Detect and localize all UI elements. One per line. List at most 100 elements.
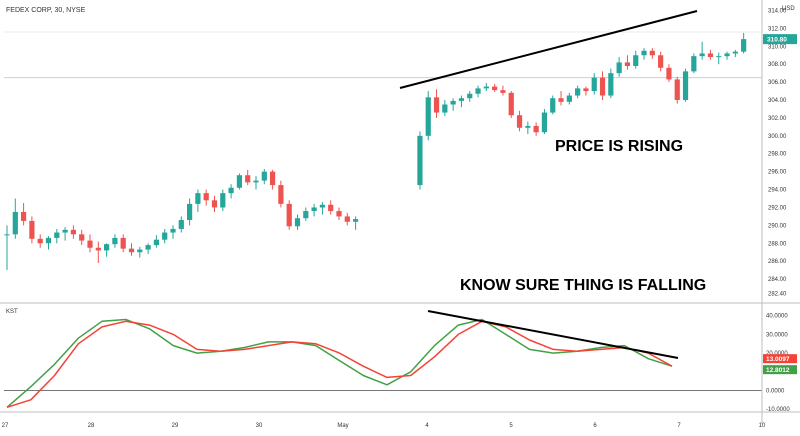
candle-body	[261, 171, 267, 181]
candle-body	[674, 79, 680, 101]
candle-body	[533, 125, 539, 133]
candle-body	[195, 193, 201, 204]
candle-body	[467, 93, 473, 99]
time-tick-label: 30	[256, 423, 263, 429]
price-pane	[4, 10, 762, 271]
price-tick-label: 298.00	[768, 152, 787, 158]
candle-body	[236, 175, 242, 188]
candle-body	[104, 244, 110, 251]
candle-body	[54, 232, 60, 238]
candle-body	[608, 73, 614, 96]
kst-pane	[4, 310, 762, 409]
candle-body	[691, 56, 697, 72]
candle-body	[433, 97, 440, 113]
candle-body	[145, 245, 151, 250]
candle-body	[170, 228, 176, 233]
candle-body	[12, 211, 18, 235]
candle-body	[707, 53, 714, 58]
candle-body	[475, 88, 481, 94]
candle-body	[245, 175, 251, 183]
price-tick-label: 284.00	[768, 277, 787, 283]
price-tick-label: 314.00	[768, 8, 787, 14]
kst-tick-label: 40.0000	[766, 314, 788, 320]
candle-body	[649, 50, 655, 56]
candle-body	[658, 55, 664, 68]
candle-body	[203, 193, 209, 201]
price-tick-label: 282.40	[768, 291, 787, 297]
price-tick-label: 312.00	[768, 26, 787, 32]
candle-body	[294, 218, 301, 227]
candle-body	[716, 56, 722, 58]
candle-body	[319, 204, 325, 208]
candle-body	[62, 229, 68, 233]
symbol-title: FEDEX CORP, 30, NYSE	[6, 7, 86, 14]
kst-tick-label: 20.0000	[766, 351, 788, 357]
candle-body	[344, 216, 350, 222]
candle-body	[616, 62, 622, 74]
candle-body	[303, 211, 309, 219]
candle-body	[311, 207, 317, 212]
candle-body	[187, 203, 193, 220]
candle-body	[450, 100, 456, 105]
candle-body	[29, 220, 35, 239]
candle-body	[87, 240, 93, 248]
kst-value-label: 12.8012	[766, 367, 790, 374]
time-tick-label: May	[337, 423, 348, 429]
candle-body	[550, 98, 556, 113]
candle-body	[253, 180, 259, 183]
candle-body	[286, 203, 292, 227]
kst-tick-label: 30.0000	[766, 332, 788, 338]
indicator-annotation: KNOW SURE THING IS FALLING	[460, 277, 706, 294]
candle-body	[516, 115, 523, 128]
last-price-tag	[763, 34, 797, 45]
candle-body	[37, 238, 43, 244]
candle-body	[278, 185, 284, 204]
candle-body	[508, 92, 514, 116]
candle-body	[591, 77, 597, 92]
candle-body	[211, 200, 218, 208]
candle-body	[583, 88, 589, 92]
last-price-label: 310.80	[767, 37, 787, 44]
candle-body	[228, 187, 234, 194]
candle-body	[95, 247, 101, 251]
signal-value-label: 13.0097	[766, 356, 790, 363]
candle-body	[541, 112, 548, 133]
time-tick-label: 4	[425, 423, 429, 429]
kst-value-tag	[763, 365, 797, 375]
time-tick-label: 6	[593, 423, 597, 429]
currency-label: USD	[782, 6, 795, 12]
candle-body	[70, 229, 76, 235]
price-tick-label: 294.00	[768, 188, 787, 194]
candle-body	[178, 219, 184, 229]
kst-series-line	[6, 318, 673, 408]
candle-body	[442, 104, 448, 113]
candle-body	[79, 234, 85, 241]
candle-body	[682, 71, 689, 101]
candle-body	[425, 97, 431, 136]
price-tick-label: 308.00	[768, 62, 787, 68]
price-tick-label: 286.00	[768, 259, 787, 265]
price-tick-label: 304.00	[768, 98, 787, 104]
price-tick-label: 300.00	[768, 134, 787, 140]
kst-tick-label: 0.0000	[766, 388, 785, 394]
candle-body	[417, 135, 423, 186]
price-tick-label: 288.00	[768, 241, 787, 247]
candle-body	[45, 237, 52, 244]
candle-body	[220, 193, 226, 208]
candle-body	[483, 86, 489, 89]
candle-body	[270, 171, 276, 186]
candle-body	[120, 237, 126, 249]
candle-body	[741, 39, 747, 52]
candle-body	[599, 77, 606, 96]
candle-body	[162, 232, 168, 240]
time-tick-label: 29	[172, 423, 179, 429]
candle-body	[336, 211, 342, 217]
kst-tick-label: -10.0000	[766, 407, 790, 413]
price-tick-label: 310.00	[768, 44, 787, 50]
time-tick-label: 10	[759, 423, 766, 429]
candle-body	[128, 248, 135, 253]
price-tick-label: 296.00	[768, 170, 787, 176]
candle-body	[575, 88, 581, 96]
candle-body	[153, 239, 159, 246]
